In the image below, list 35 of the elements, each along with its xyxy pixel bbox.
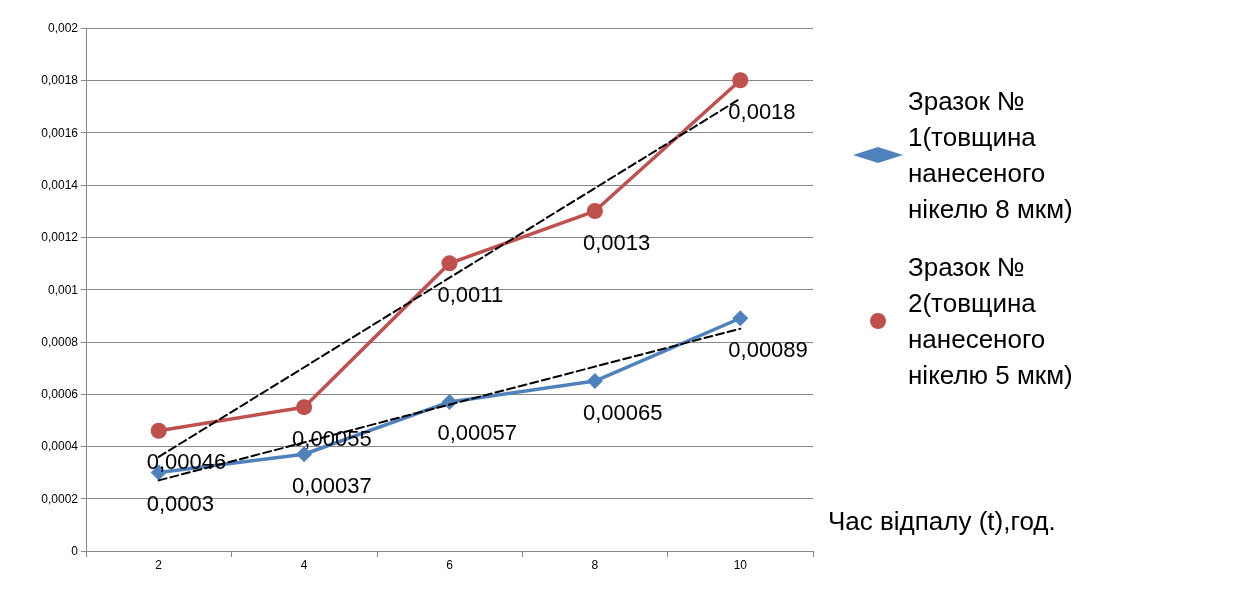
y-tick-label: 0,0002 <box>41 491 79 506</box>
point <box>732 72 749 89</box>
point <box>586 373 603 390</box>
data-label: 0,0018 <box>728 98 796 124</box>
data-label: 0,00046 <box>146 449 227 475</box>
data-label: 0,00065 <box>582 399 663 425</box>
x-axis-title: Час відпалу (t),год. <box>828 506 1056 536</box>
legend-label: Зразок №2(товщина нанесеного нікелю 5 мкм) <box>908 252 1073 390</box>
y-tick-label: 0,0018 <box>41 73 79 88</box>
y-tick-label: 0 <box>71 544 79 558</box>
point <box>732 310 749 327</box>
y-tick-label: 0,0014 <box>41 177 79 192</box>
data-label: 0,00057 <box>437 420 518 446</box>
y-tick-label: 0,001 <box>47 282 79 297</box>
point <box>296 399 313 416</box>
point <box>150 422 167 439</box>
y-tick-label: 0,0012 <box>41 230 79 245</box>
x-tick-label: 6 <box>446 558 454 572</box>
legend-label: Зразок №1(товщина нанесеного нікелю 8 мкм) <box>908 86 1073 224</box>
y-tick-label: 0,0006 <box>41 387 79 402</box>
data-label: 0,00037 <box>292 472 372 498</box>
y-tick-label: 0,0004 <box>41 439 79 454</box>
x-tick-label: 10 <box>733 558 748 572</box>
y-tick-label: 0,0008 <box>41 334 79 349</box>
y-tick-label: 0,002 <box>47 21 79 35</box>
point <box>441 255 458 272</box>
y-tick-label: 0,0016 <box>41 125 79 140</box>
x-tick-label: 4 <box>300 558 308 572</box>
data-label: 0,00089 <box>728 336 808 362</box>
x-tick-label: 8 <box>591 558 599 572</box>
x-tick-label: 2 <box>155 558 163 572</box>
data-label: 0,0003 <box>146 491 214 517</box>
data-label: 0,0011 <box>437 281 504 307</box>
data-label: 0,0013 <box>582 229 651 255</box>
point <box>586 203 603 220</box>
